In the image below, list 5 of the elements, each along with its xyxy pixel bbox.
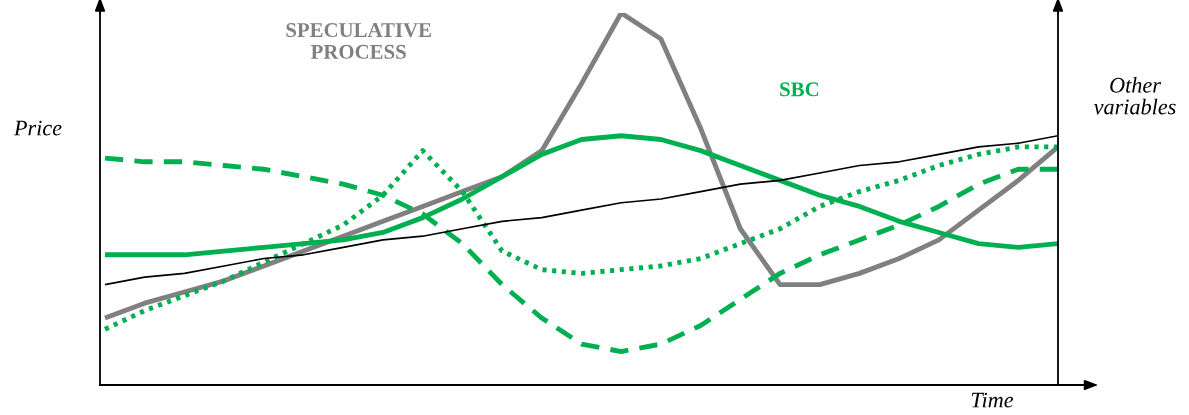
text: SPECULATIVE PROCESS [286,23,431,59]
text: SBC [780,82,819,97]
x-axis-title: Time [971,392,1014,408]
y2-axis-title: Other variables [1093,77,1176,115]
y-axis-title: Price [13,120,62,136]
